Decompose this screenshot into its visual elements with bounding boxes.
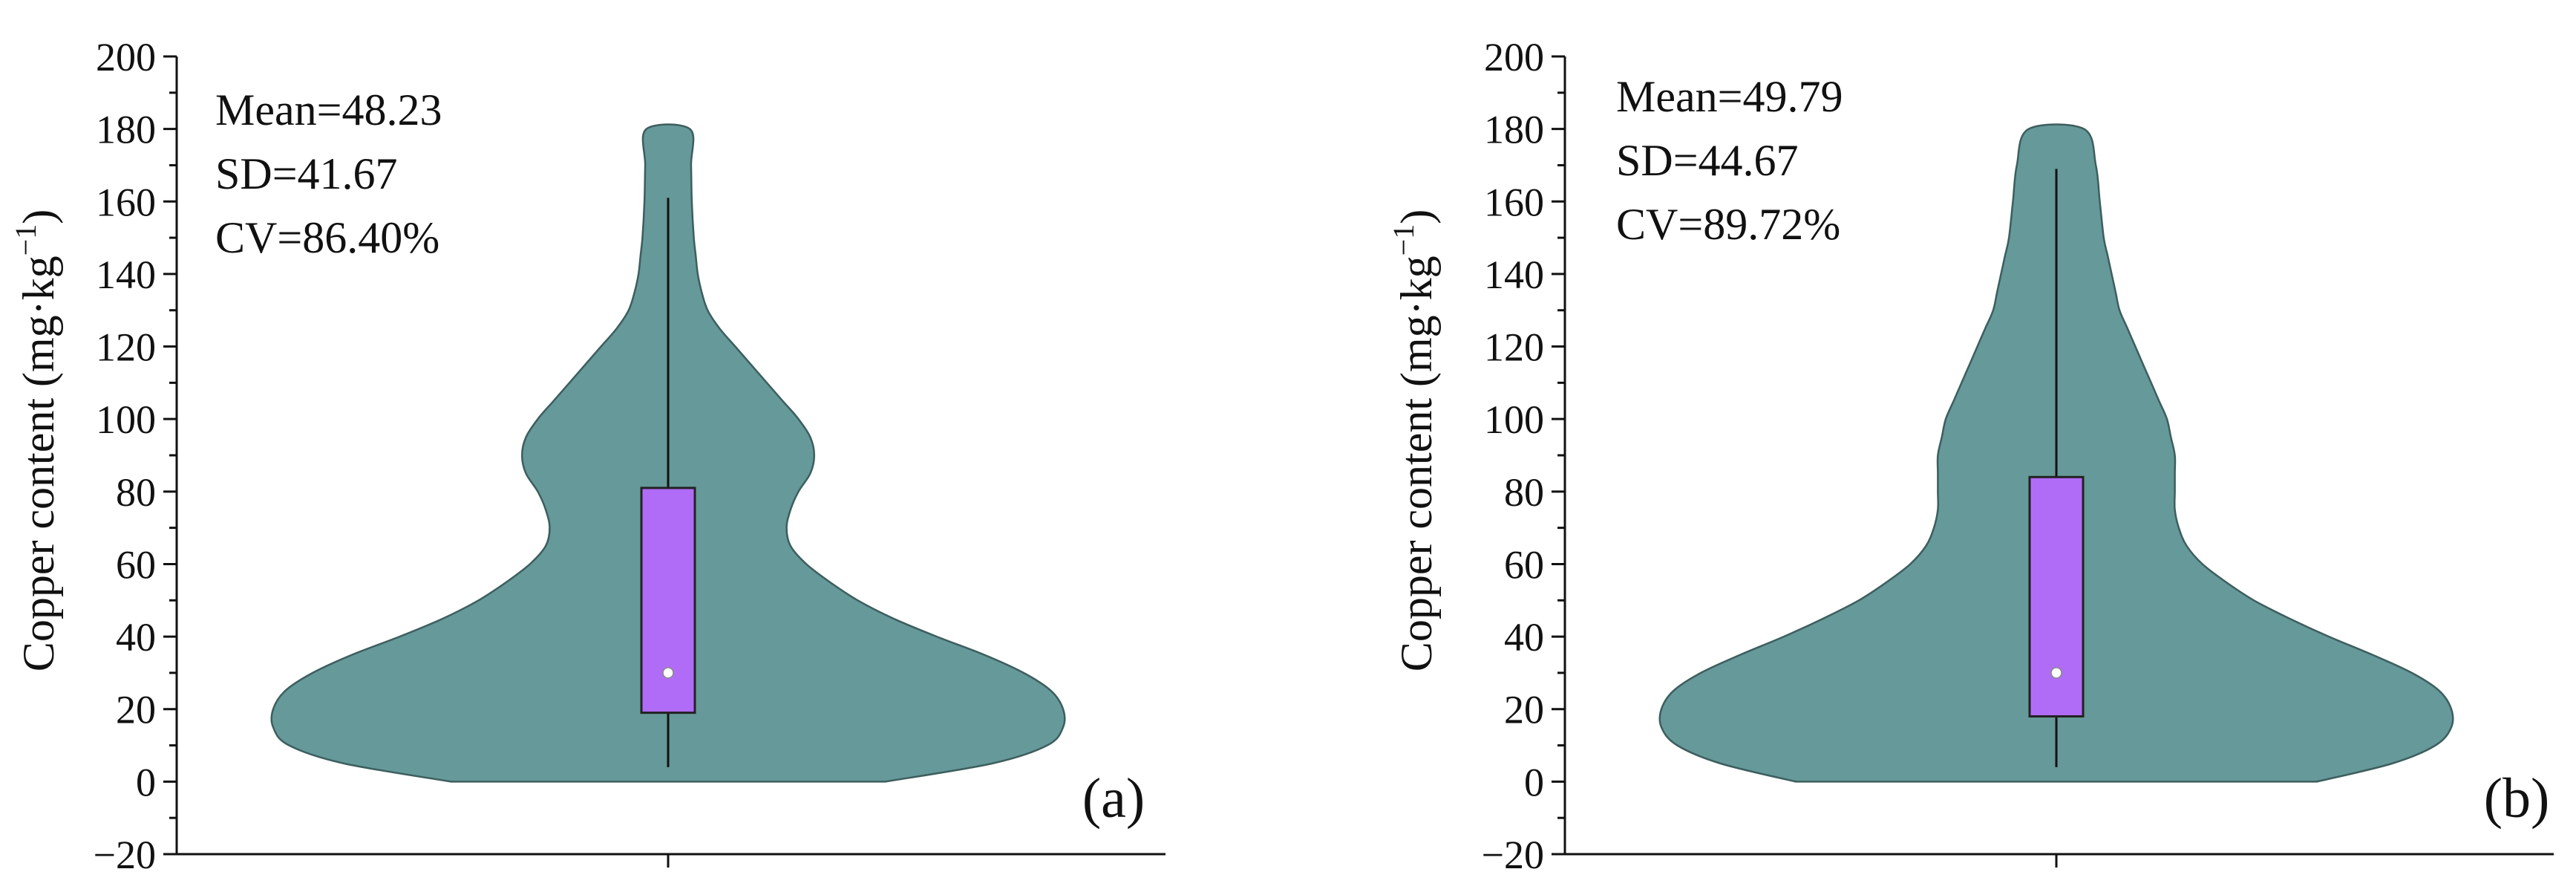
y-tick-label: 20: [116, 688, 156, 732]
y-axis-title-main: Copper content (mg·kg: [1392, 256, 1441, 671]
y-tick-label: 160: [1484, 180, 1544, 224]
y-tick-label: 160: [96, 180, 156, 224]
y-axis-title-a: Copper content (mg·kg−1): [9, 209, 63, 671]
y-tick-label: −20: [94, 833, 156, 877]
y-tick-label: 140: [96, 253, 156, 297]
y-tick-label: 80: [1504, 470, 1544, 515]
y-tick-label: 100: [96, 397, 156, 442]
y-axis-title-b: Copper content (mg·kg−1): [1387, 209, 1441, 671]
panel-b: −20 0 20 40 60 80 100 120 140 160 180 200 Copper con…: [1387, 35, 2554, 877]
stats-annotation-b: Mean=49.79: [1616, 72, 1843, 121]
y-tick-label: 200: [96, 35, 156, 79]
stats-annotation-a: CV=86.40%: [215, 213, 439, 262]
y-tick-label: 20: [1504, 688, 1544, 732]
median-marker-b: [2050, 667, 2062, 679]
y-tick-label: 200: [1484, 35, 1544, 79]
y-tick-label: 60: [116, 542, 156, 587]
y-tick-label: 140: [1484, 253, 1544, 297]
y-tick-label: 120: [96, 325, 156, 370]
panel-label-b: (b): [2484, 767, 2550, 830]
median-marker-a: [662, 667, 674, 679]
stats-annotation-b: CV=89.72%: [1616, 200, 1840, 249]
y-tick-label: 180: [96, 108, 156, 152]
stats-annotation-a: Mean=48.23: [215, 85, 442, 134]
y-tick-label: 60: [1504, 542, 1544, 587]
y-axis-title-superscript: −1: [9, 224, 42, 256]
stats-annotation-a: SD=41.67: [215, 149, 398, 198]
y-tick-label: 120: [1484, 325, 1544, 370]
panel-a: −20 0 20 40 60 80 100 120 140 160 180 200 Copper con…: [9, 35, 1166, 877]
iqr-box-a: [640, 486, 696, 715]
y-axis-title-superscript: −1: [1387, 224, 1420, 256]
y-axis-title-main: Copper content (mg·kg: [14, 256, 63, 671]
panel-label-a: (a): [1082, 767, 1145, 830]
y-axis-title-close: ): [1392, 209, 1441, 224]
y-tick-label: 0: [1524, 760, 1544, 804]
y-tick-label: 180: [1484, 108, 1544, 152]
iqr-box-b: [2028, 475, 2085, 717]
y-tick-label: 0: [136, 760, 156, 804]
y-tick-label: 40: [1504, 615, 1544, 660]
stats-annotation-b: SD=44.67: [1616, 136, 1799, 185]
y-axis-title-close: ): [14, 209, 63, 224]
y-tick-label: 40: [116, 615, 156, 660]
y-tick-label: 100: [1484, 397, 1544, 442]
y-tick-label: −20: [1482, 833, 1544, 877]
y-tick-label: 80: [116, 470, 156, 515]
